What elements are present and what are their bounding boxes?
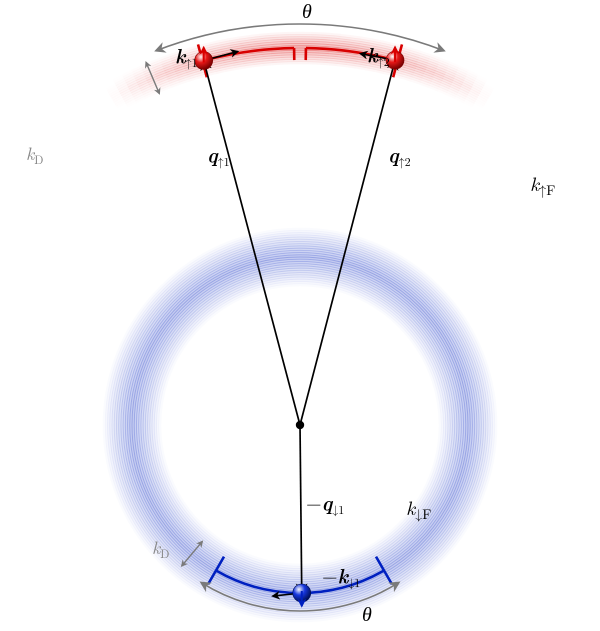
k-vectors (204, 52, 395, 596)
k-upF: k↑F (530, 168, 555, 200)
origin-dot (296, 421, 304, 429)
red-fermi-annulus (106, 33, 493, 107)
electron-markers (195, 47, 404, 606)
theta-top: θ (302, 0, 312, 24)
q-up2: q↑2 (388, 140, 411, 170)
theta-bottom: θ (362, 598, 372, 627)
q-vectors (204, 60, 395, 593)
minus-q-down1: −q↓1 (306, 487, 344, 518)
kD-top: kD (26, 141, 43, 168)
fermi-surface-diagram: θθk↑1k↑2q↑1q↑2−q↓1−k↓1k↑Fk↓FkDkD (0, 0, 600, 631)
k-up1: k↑1 (175, 41, 198, 71)
